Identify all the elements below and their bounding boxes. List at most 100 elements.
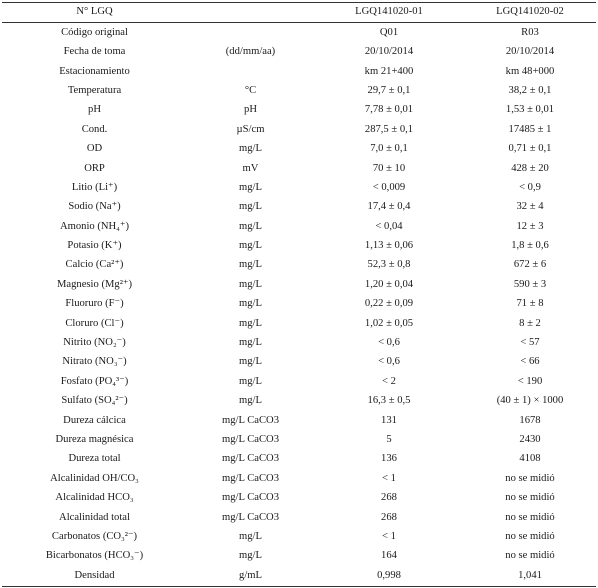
table-row: Litio (Li⁺) mg/L < 0,009 < 0,9 (2, 179, 596, 198)
sample-01-value: 268 (381, 511, 397, 523)
unit-cell: mg/L CaCO3 (222, 433, 279, 445)
table-row: Temperatura °C 29,7 ± 0,1 38,2 ± 0,1 (2, 82, 596, 101)
unit-cell: mg/L (239, 337, 262, 349)
unit-cell (187, 23, 314, 43)
sample-01-value: 1,13 ± 0,06 (364, 240, 414, 252)
sample-02-value: < 57 (520, 337, 540, 349)
sample-02-value: 4108 (519, 453, 541, 465)
parameter-cell: Amonio (NH₄⁺) (59, 220, 129, 232)
sample-02-value: R03 (521, 26, 539, 38)
sample-02-value: < 0,9 (519, 181, 541, 193)
sample-01-value: km 21+400 (364, 65, 414, 77)
sample-01-value: 29,7 ± 0,1 (367, 84, 411, 96)
sample-01-value: 136 (381, 453, 397, 465)
sample-01-value: 1,20 ± 0,04 (364, 278, 414, 290)
sample-02-value: 8 ± 2 (519, 317, 541, 329)
unit-cell: mg/L (239, 530, 262, 542)
parameter-cell: Calcio (Ca²⁺) (65, 259, 124, 271)
unit-cell: mg/L (239, 395, 262, 407)
unit-cell: mg/L (239, 143, 262, 155)
unit-cell: mg/L (239, 259, 262, 271)
sample-01-value: < 1 (382, 472, 396, 484)
table-row: Fecha de toma (dd/mm/aa) 20/10/2014 20/10/2… (2, 43, 596, 62)
table-body: Código original Q01 R03 Fecha de toma (dd/mm… (2, 23, 596, 587)
parameter-cell: Potasio (K⁺) (67, 240, 122, 252)
sample-01-value: 131 (381, 414, 397, 426)
sample-02-value: no se midió (505, 511, 555, 523)
sample-01-value: 17,4 ± 0,4 (367, 201, 411, 213)
unit-cell (187, 62, 314, 81)
sample-02-value: 20/10/2014 (505, 46, 555, 58)
sample-02-value: no se midió (505, 492, 555, 504)
sample-02-value: km 48+000 (505, 65, 555, 77)
parameter-cell: Nitrato (NO₃⁻) (62, 356, 127, 368)
parameter-cell: OD (86, 143, 103, 155)
sample-02-value: < 66 (520, 356, 540, 368)
table-row: Dureza cálcica mg/L CaCO3 131 1678 (2, 411, 596, 430)
sample-02-value: no se midió (505, 550, 555, 562)
table-row: Dureza magnésica mg/L CaCO3 5 2430 (2, 431, 596, 450)
sample-02-value: no se midió (505, 530, 555, 542)
table-row: Alcalinidad OH/CO₃ mg/L CaCO3 < 1 no se mid… (2, 469, 596, 488)
sample-01-value: < 0,6 (378, 337, 400, 349)
sample-01-value: 164 (381, 550, 397, 562)
table-row: Calcio (Ca²⁺) mg/L 52,3 ± 0,8 672 ± 6 (2, 256, 596, 275)
sample-01-value: 5 (386, 433, 392, 445)
parameter-cell: Estacionamiento (59, 65, 130, 77)
unit-cell: mg/L (239, 356, 262, 368)
parameter-cell: Fecha de toma (63, 46, 126, 58)
table-row: Sodio (Na⁺) mg/L 17,4 ± 0,4 32 ± 4 (2, 198, 596, 217)
sample-01-value: 268 (381, 492, 397, 504)
sample-01-value: 0,22 ± 0,09 (364, 298, 414, 310)
sample-02-value: 1,8 ± 0,6 (511, 240, 549, 252)
sample-01-value: < 2 (382, 375, 396, 387)
unit-cell: mg/L (239, 220, 262, 232)
parameter-cell: Cloruro (Cl⁻) (65, 317, 124, 329)
sample-01-value: 16,3 ± 0,5 (367, 395, 411, 407)
sample-02-value: 32 ± 4 (516, 201, 544, 213)
parameter-cell: ORP (84, 162, 105, 174)
sample-01-value: 52,3 ± 0,8 (367, 259, 411, 271)
table-row: Nitrito (NO₂⁻) mg/L < 0,6 < 57 (2, 334, 596, 353)
sample-02-value: 0,71 ± 0,1 (508, 143, 552, 155)
parameter-cell: Carbonatos (CO₃²⁻) (51, 530, 138, 542)
unit-cell: mg/L CaCO3 (222, 453, 279, 465)
parameter-cell: Magnesio (Mg²⁺) (57, 278, 132, 290)
table-row: Código original Q01 R03 (2, 23, 596, 43)
header-unit (187, 1, 314, 24)
header-sample-02: LGQ141020-02 (464, 1, 596, 24)
table-row: pH pH 7,78 ± 0,01 1,53 ± 0,01 (2, 101, 596, 120)
parameter-cell: Alcalinidad total (59, 511, 130, 523)
sample-02-value: 38,2 ± 0,1 (508, 84, 552, 96)
parameter-cell: Código original (61, 26, 128, 38)
parameter-cell: pH (88, 104, 101, 116)
parameter-cell: Sulfato (SO₄²⁻) (61, 395, 128, 407)
parameter-cell: Temperatura (67, 84, 122, 96)
sample-02-value: 12 ± 3 (516, 220, 544, 232)
table-row: Cloruro (Cl⁻) mg/L 1,02 ± 0,05 8 ± 2 (2, 314, 596, 333)
unit-cell: (dd/mm/aa) (225, 46, 276, 58)
parameter-cell: Alcalinidad OH/CO₃ (50, 472, 139, 484)
table-row: Bicarbonatos (HCO₃⁻) mg/L 164 no se midió (2, 547, 596, 566)
sample-02-value: 17485 ± 1 (508, 123, 552, 135)
sample-01-value: 20/10/2014 (364, 46, 414, 58)
header-sample-01: LGQ141020-01 (314, 1, 464, 24)
unit-cell: mg/L CaCO3 (222, 511, 279, 523)
sample-02-value: 428 ± 20 (511, 162, 549, 174)
unit-cell: mg/L CaCO3 (222, 492, 279, 504)
unit-cell: mg/L CaCO3 (222, 414, 279, 426)
table-header-row: N° LGQ LGQ141020-01 LGQ141020-02 (2, 1, 596, 24)
unit-cell: mg/L (239, 240, 262, 252)
sample-02-value: 71 ± 8 (516, 298, 544, 310)
unit-cell: °C (244, 84, 257, 96)
sample-01-value: < 0,04 (375, 220, 403, 232)
sample-01-value: 7,0 ± 0,1 (370, 143, 408, 155)
table-row: Fosfato (PO₄³⁻) mg/L < 2 < 190 (2, 372, 596, 391)
sample-02-value: 672 ± 6 (513, 259, 547, 271)
table-row: Alcalinidad total mg/L CaCO3 268 no se midi… (2, 508, 596, 527)
parameter-cell: Dureza cálcica (63, 414, 126, 426)
sample-01-value: 0,998 (314, 566, 464, 587)
sample-01-value: < 0,6 (378, 356, 400, 368)
parameter-cell: Dureza magnésica (55, 433, 134, 445)
